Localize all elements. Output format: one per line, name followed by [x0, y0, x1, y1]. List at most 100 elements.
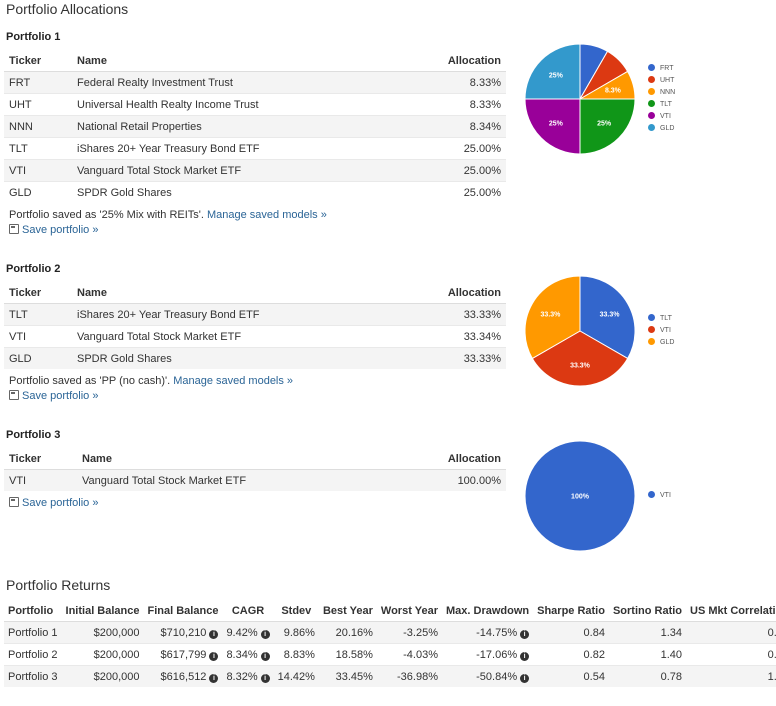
name-cell: Universal Health Realty Income Trust [72, 93, 399, 116]
info-icon[interactable]: i [209, 651, 219, 661]
portfolio-2-title: Portfolio 2 [6, 263, 61, 275]
cagr-cell: 8.34% i [222, 643, 274, 666]
legend-swatch [648, 76, 655, 83]
sharpe-cell: 0.82 [533, 643, 609, 666]
col-allocation: Allocation [398, 282, 506, 304]
info-icon[interactable]: i [520, 651, 530, 661]
pie-slice-tlt[interactable] [579, 98, 636, 155]
manage-saved-models-link[interactable]: Manage saved models » [173, 375, 294, 387]
legend-item-frt[interactable]: FRT [648, 63, 675, 75]
pie-slice-vti[interactable] [524, 440, 636, 552]
legend-item-uht[interactable]: UHT [648, 75, 675, 87]
save-portfolio-link[interactable]: Save portfolio » [9, 497, 98, 509]
name-cell: iShares 20+ Year Treasury Bond ETF [72, 303, 399, 326]
final-cell: $617,799 i [143, 643, 223, 666]
info-icon[interactable]: i [520, 629, 530, 639]
drawdown-value: -17.06% [476, 648, 518, 661]
saved-note: Portfolio saved as '25% Mix with REITs'.… [9, 209, 327, 221]
legend-item-nnn[interactable]: NNN [648, 87, 675, 99]
legend-item-vti[interactable]: VTI [648, 111, 675, 123]
col-max-drawdown: Max. Drawdown [441, 600, 534, 622]
pie-slice-label: 100% [571, 494, 590, 501]
returns-title: Portfolio Returns [6, 577, 111, 593]
drawdown-cell: -50.84% i [441, 665, 534, 687]
col-allocation: Allocation [398, 50, 506, 72]
table-row: VTI Vanguard Total Stock Market ETF 100.… [4, 469, 506, 491]
legend-item-gld[interactable]: GLD [648, 337, 674, 349]
name-cell: Vanguard Total Stock Market ETF [77, 469, 392, 491]
best-cell: 33.45% [318, 665, 377, 687]
info-icon[interactable]: i [260, 651, 270, 661]
table-row: VTI Vanguard Total Stock Market ETF 25.0… [4, 159, 506, 182]
legend-label: UHT [660, 77, 675, 84]
final-cell: $616,512 i [143, 665, 223, 687]
pie-slice-vti[interactable] [531, 330, 629, 387]
legend-swatch [648, 124, 655, 131]
sortino-cell: 0.78 [608, 665, 687, 687]
portfolio-3-table: Ticker Name Allocation VTI Vanguard Tota… [4, 448, 506, 491]
pie-slice-vti[interactable] [524, 98, 581, 155]
col-cagr: CAGR [222, 600, 274, 622]
legend-label: TLT [660, 101, 672, 108]
legend-swatch [648, 314, 655, 321]
save-portfolio-link[interactable]: Save portfolio » [9, 224, 98, 236]
legend-label: VTI [660, 492, 671, 499]
legend-label: FRT [660, 65, 674, 72]
sharpe-cell: 0.54 [533, 665, 609, 687]
allocation-cell: 8.34% [398, 115, 506, 138]
info-icon[interactable]: i [209, 673, 219, 683]
legend-swatch [648, 326, 655, 333]
pie-slice-tlt[interactable] [579, 275, 636, 360]
pie-slice-gld[interactable] [524, 275, 581, 360]
save-portfolio-label: Save portfolio » [22, 390, 99, 402]
final-value: $617,799 [160, 648, 207, 661]
saved-note: Portfolio saved as 'PP (no cash)'. Manag… [9, 375, 293, 387]
final-value: $710,210 [160, 626, 207, 639]
legend-item-vti[interactable]: VTI [648, 325, 674, 337]
portfolio-1-legend: FRT UHT NNN TLT VTI GLD [648, 63, 675, 135]
info-icon[interactable]: i [520, 673, 530, 683]
pie-slice-label: 33.3% [570, 363, 591, 370]
legend-item-gld[interactable]: GLD [648, 123, 675, 135]
legend-label: VTI [660, 327, 671, 334]
col-ticker: Ticker [4, 448, 77, 470]
pie-slice-label: 25% [597, 121, 612, 128]
manage-saved-models-link[interactable]: Manage saved models » [207, 209, 327, 221]
ticker-cell: TLT [4, 303, 72, 326]
ticker-cell: UHT [4, 93, 72, 116]
ticker-cell: NNN [4, 115, 72, 138]
legend-item-vti[interactable]: VTI [648, 490, 671, 502]
name-cell: iShares 20+ Year Treasury Bond ETF [72, 137, 399, 160]
table-row: GLD SPDR Gold Shares 33.33% [4, 347, 506, 369]
corr-cell: 0.40 [686, 643, 776, 666]
table-row: FRT Federal Realty Investment Trust 8.33… [4, 71, 506, 94]
sharpe-cell: 0.84 [533, 621, 609, 644]
drawdown-value: -50.84% [476, 670, 518, 683]
info-icon[interactable]: i [209, 629, 219, 639]
legend-label: GLD [660, 339, 675, 346]
portfolio-2-legend: TLT VTI GLD [648, 313, 674, 349]
portfolio-3-title: Portfolio 3 [6, 429, 61, 441]
col-sortino-ratio: Sortino Ratio [608, 600, 687, 622]
allocation-cell: 33.33% [398, 303, 506, 326]
col-ticker: Ticker [4, 50, 72, 72]
info-icon[interactable]: i [260, 673, 270, 683]
name-cell: National Retail Properties [72, 115, 399, 138]
col-us-mkt-correlation: US Mkt Correlation [686, 600, 776, 622]
legend-swatch [648, 338, 655, 345]
legend-label: VTI [660, 113, 671, 120]
worst-cell: -36.98% [376, 665, 442, 687]
portfolio-cell: Portfolio 3 [4, 665, 62, 687]
pie-slice-gld[interactable] [524, 43, 581, 100]
info-icon[interactable]: i [260, 629, 270, 639]
legend-item-tlt[interactable]: TLT [648, 99, 675, 111]
initial-cell: $200,000 [61, 643, 144, 666]
save-portfolio-link[interactable]: Save portfolio » [9, 390, 98, 402]
drawdown-value: -14.75% [476, 626, 518, 639]
legend-item-tlt[interactable]: TLT [648, 313, 674, 325]
legend-label: GLD [660, 125, 675, 132]
initial-cell: $200,000 [61, 665, 144, 687]
name-cell: Federal Realty Investment Trust [72, 71, 399, 94]
allocation-cell: 100.00% [391, 469, 506, 491]
sortino-cell: 1.34 [608, 621, 687, 644]
